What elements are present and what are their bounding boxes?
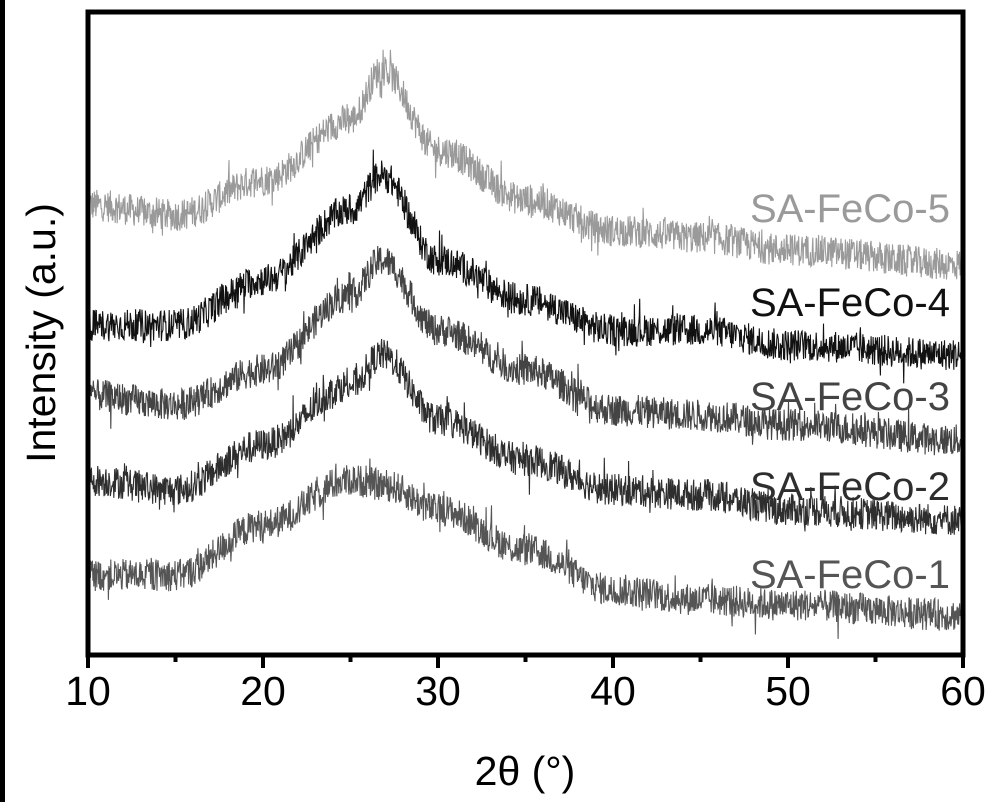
series-label: SA-FeCo-1 [750,553,950,597]
x-tick-label: 50 [765,668,811,714]
series-layer [87,49,964,639]
x-tick-label: 20 [240,668,286,714]
y-axis-title: Intensity (a.u.) [18,203,64,463]
series-line-sa-feco-3 [87,245,964,456]
series-label: SA-FeCo-5 [750,187,950,231]
series-label: SA-FeCo-2 [750,465,950,509]
series-line-sa-feco-4 [87,149,964,384]
x-axis-ticks: 10 20 30 40 50 60 [65,655,986,714]
series-line-sa-feco-1 [87,458,964,639]
x-tick-label: 10 [65,668,111,714]
series-labels: SA-FeCo-5 SA-FeCo-4 SA-FeCo-3 SA-FeCo-2 SA-F… [750,187,950,597]
series-line-sa-feco-2 [87,338,964,536]
series-line-sa-feco-5 [87,49,964,280]
series-label: SA-FeCo-3 [750,375,950,419]
x-tick-label: 60 [940,668,986,714]
series-label: SA-FeCo-4 [750,281,950,325]
x-tick-label: 40 [590,668,636,714]
image-border [0,0,5,802]
x-axis-title: 2θ (°) [475,748,576,794]
x-tick-label: 30 [415,668,461,714]
